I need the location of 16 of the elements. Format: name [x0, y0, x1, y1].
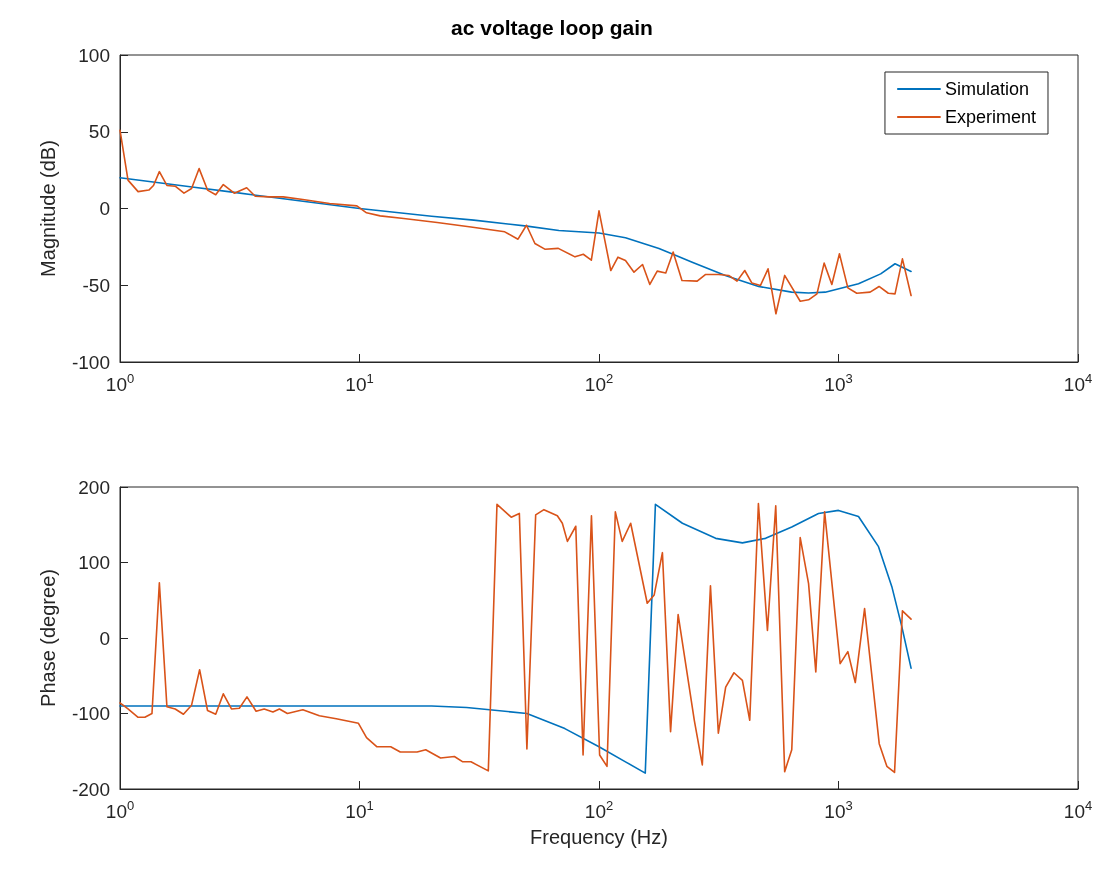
y-tick-label: -100 — [71, 703, 110, 724]
y-tick-label: 0 — [99, 627, 110, 649]
y-axis-title: Magnitude (dB) — [37, 140, 59, 277]
chart-title: ac voltage loop gain — [451, 16, 653, 39]
y-tick-label: 200 — [78, 476, 110, 498]
y-tick-label: 100 — [78, 552, 110, 573]
y-tick-label: 50 — [88, 121, 110, 143]
y-axis-title: Phase (degree) — [37, 569, 59, 707]
y-tick-label: -100 — [71, 351, 110, 373]
y-tick-label: -50 — [82, 274, 110, 296]
y-tick-label: 0 — [99, 198, 110, 219]
x-axis-title: Frequency (Hz) — [530, 826, 668, 848]
legend-label: Experiment — [944, 107, 1037, 127]
y-tick-label: -200 — [71, 778, 110, 800]
legend-label: Simulation — [944, 79, 1030, 99]
y-tick-label: 100 — [78, 44, 110, 66]
